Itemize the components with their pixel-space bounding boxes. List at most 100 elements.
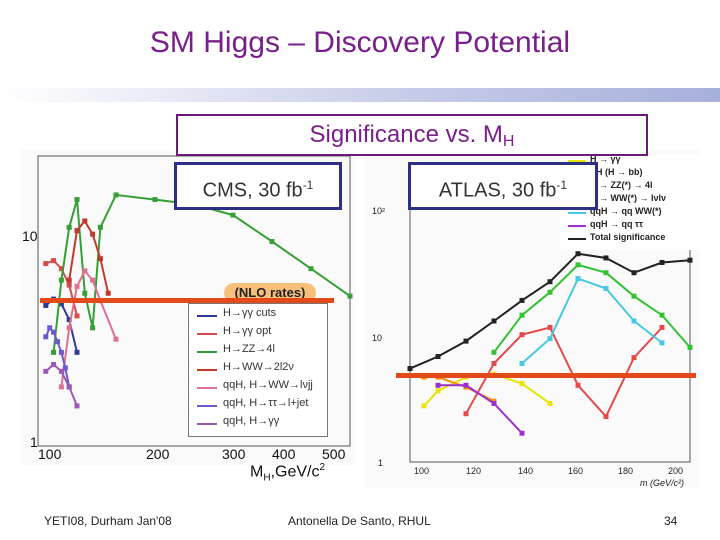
- cms-data-point: [90, 231, 96, 237]
- significance-heading-sub: H: [502, 133, 515, 150]
- atlas-data-point: [421, 403, 427, 409]
- cms-legend-mark: [197, 369, 217, 371]
- cms-data-point: [66, 325, 72, 331]
- atlas-data-point: [659, 312, 665, 318]
- footer-page-number: 34: [664, 514, 678, 528]
- cms-label-sup: -1: [302, 178, 314, 192]
- cms-data-point: [58, 301, 64, 307]
- atlas-xtick-120: 120: [466, 466, 482, 476]
- cms-legend-mark: [197, 333, 217, 335]
- cms-series-line-2: [52, 193, 351, 353]
- cms-data-point: [43, 368, 49, 374]
- cms-data-point: [58, 368, 64, 374]
- atlas-ytick-10: 10: [372, 333, 383, 343]
- atlas-data-point: [603, 270, 609, 276]
- cms-data-point: [90, 277, 96, 283]
- cms-legend: H→γγ cuts H→γγ opt H→ZZ→4l H→WW→2l2ν qqH…: [188, 303, 328, 437]
- atlas-data-point: [547, 400, 553, 406]
- cms-data-point: [51, 349, 57, 355]
- atlas-label-sup: -1: [556, 178, 568, 192]
- atlas-data-point: [659, 259, 665, 265]
- cms-data-point: [113, 336, 119, 342]
- header-band: [0, 88, 720, 102]
- cms-data-point: [308, 266, 314, 272]
- cms-data-point: [66, 384, 72, 390]
- cms-xtick-200: 200: [146, 446, 170, 462]
- atlas-data-point: [659, 324, 665, 330]
- atlas-data-point: [435, 354, 441, 360]
- cms-data-point: [74, 197, 80, 203]
- cms-data-point: [66, 277, 72, 283]
- atlas-data-point: [547, 289, 553, 295]
- atlas-legend-item: H → WW(*) → lνlν: [590, 193, 666, 203]
- cms-legend-item: H→WW→2l2ν: [223, 361, 294, 373]
- cms-xtick-400: 400: [272, 446, 296, 462]
- atlas-data-point: [463, 382, 469, 388]
- atlas-data-point: [407, 366, 413, 372]
- significance-heading-text: Significance vs. M: [309, 121, 503, 148]
- atlas-data-point: [659, 340, 665, 346]
- atlas-data-point: [575, 262, 581, 268]
- cms-xlabel-unit: ,GeV/c: [270, 463, 320, 481]
- atlas-legend-mark: [568, 225, 586, 227]
- atlas-legend-item: H → γγ: [590, 154, 621, 164]
- atlas-data-point: [547, 279, 553, 285]
- cms-data-point: [74, 349, 80, 355]
- atlas-x-axis-label: m (GeV/c²): [640, 478, 684, 488]
- cms-data-point: [97, 256, 103, 262]
- cms-data-point: [113, 192, 119, 198]
- atlas-data-point: [603, 255, 609, 261]
- atlas-data-point: [631, 293, 637, 299]
- cms-data-point: [74, 283, 80, 289]
- atlas-plot: [407, 179, 693, 463]
- atlas-series-line-3: [493, 263, 691, 353]
- atlas-series-line-5: [438, 384, 523, 434]
- atlas-xlabel-unit: (GeV/c²): [650, 478, 685, 488]
- atlas-data-point: [491, 318, 497, 324]
- atlas-xtick-140: 140: [518, 466, 534, 476]
- atlas-xtick-200: 200: [668, 466, 684, 476]
- cms-data-point: [82, 218, 88, 224]
- cms-legend-mark: [197, 405, 217, 407]
- atlas-legend-item: ttH (H → bb): [590, 167, 643, 177]
- cms-data-point: [90, 325, 96, 331]
- cms-data-point: [62, 365, 68, 371]
- cms-data-point: [51, 258, 57, 264]
- atlas-ytick-100: 10²: [372, 206, 386, 216]
- atlas-data-point: [463, 338, 469, 344]
- atlas-legend-mark: [568, 238, 586, 240]
- atlas-series-line-6: [409, 252, 691, 370]
- atlas-data-point: [631, 270, 637, 276]
- cms-data-point: [66, 317, 72, 323]
- cms-data-point: [43, 261, 49, 267]
- atlas-data-point: [519, 381, 525, 387]
- cms-legend-mark: [197, 387, 217, 389]
- cms-label-text: CMS, 30 fb: [202, 179, 303, 202]
- cms-data-point: [55, 339, 60, 345]
- cms-data-point: [58, 349, 64, 355]
- cms-legend-item: qqH, H→ττ→l+jet: [223, 397, 309, 409]
- atlas-data-point: [519, 312, 525, 318]
- atlas-data-point: [575, 382, 581, 388]
- atlas-data-point: [519, 360, 525, 366]
- cms-legend-mark: [197, 351, 217, 353]
- cms-legend-item: H→ZZ→4l: [223, 343, 275, 355]
- cms-x-axis-label: MH,GeV/c2: [250, 462, 325, 484]
- cms-data-point: [230, 212, 236, 218]
- footer-conference: YETI08, Durham Jan'08: [44, 514, 172, 528]
- cms-data-point: [58, 384, 64, 390]
- footer-author: Antonella De Santo, RHUL: [288, 514, 431, 528]
- cms-legend-item: qqH, H→WW→lνjj: [223, 379, 313, 391]
- atlas-data-point: [491, 360, 497, 366]
- atlas-xtick-180: 180: [618, 466, 634, 476]
- cms-data-point: [43, 334, 49, 340]
- cms-data-point: [58, 266, 64, 272]
- cms-legend-mark: [197, 315, 217, 317]
- atlas-legend-item: Total significance: [590, 232, 666, 242]
- cms-data-point: [47, 325, 53, 331]
- cms-label: CMS, 30 fb-1: [174, 162, 342, 210]
- atlas-data-point: [435, 382, 441, 388]
- atlas-legend-mark: [568, 160, 586, 162]
- cms-data-point: [43, 302, 49, 308]
- atlas-data-point: [575, 251, 581, 257]
